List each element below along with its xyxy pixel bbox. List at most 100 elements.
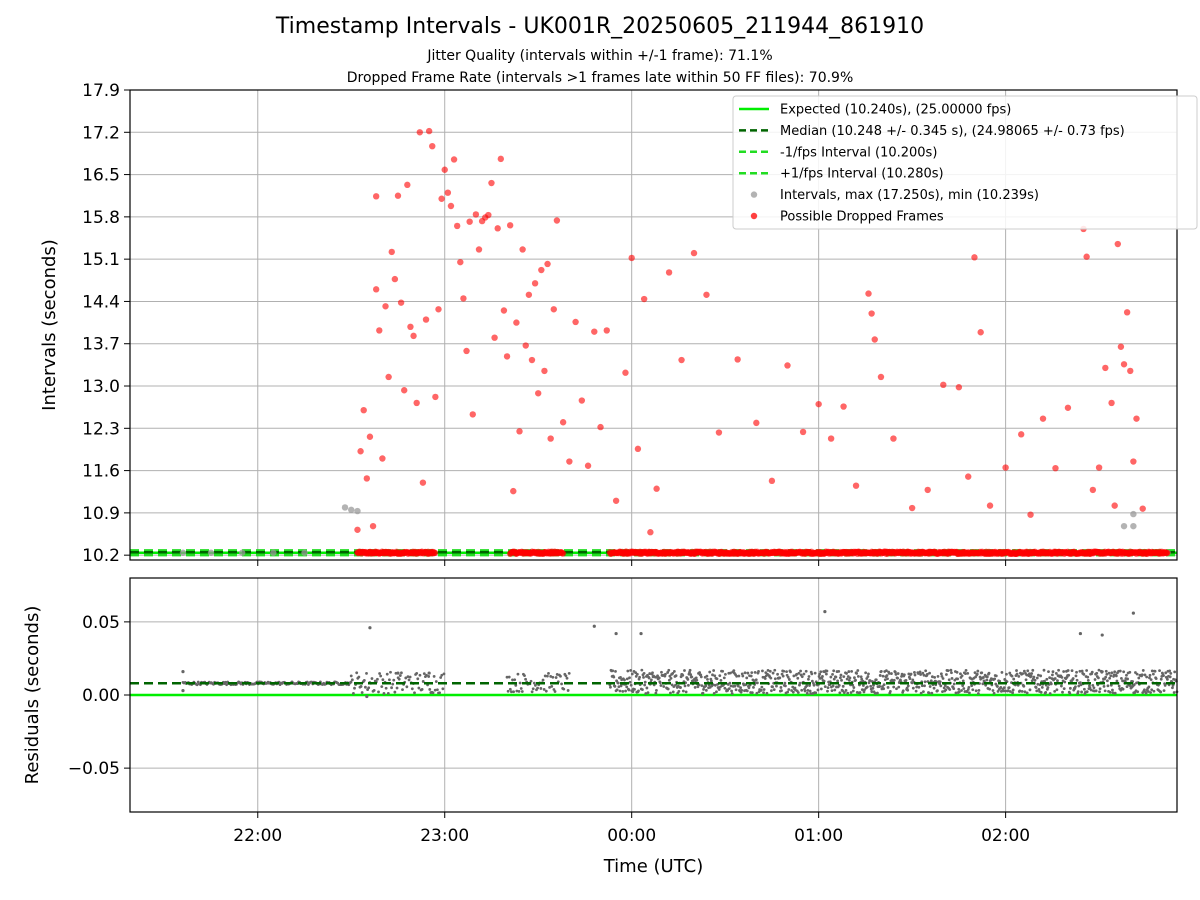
residual-point — [804, 669, 808, 673]
residual-point — [859, 675, 863, 679]
residual-point — [832, 677, 836, 681]
residual-point — [776, 672, 779, 676]
residual-point — [1006, 689, 1010, 693]
residual-point — [750, 671, 754, 675]
residual-point — [1053, 689, 1057, 693]
residual-point — [713, 674, 717, 678]
residual-point — [1152, 689, 1156, 693]
residual-point — [367, 686, 371, 690]
residual-point — [783, 681, 787, 685]
residual-point — [705, 674, 709, 678]
residual-point — [753, 671, 757, 674]
residual-point — [1076, 690, 1080, 694]
residual-point — [629, 683, 633, 687]
residual-point — [1074, 674, 1078, 678]
residual-point — [893, 670, 897, 674]
residual-point — [624, 689, 627, 693]
residual-point — [360, 691, 364, 694]
x-tick-label: 00:00 — [607, 826, 656, 846]
residual-point — [396, 671, 400, 675]
dropped-frame-point — [435, 306, 442, 313]
residual-point — [850, 669, 854, 673]
residual-point — [1149, 691, 1152, 694]
residual-point — [909, 672, 913, 676]
y-tick-label-intervals: 17.2 — [82, 123, 120, 143]
legend-label: Possible Dropped Frames — [780, 210, 944, 225]
residual-point — [848, 676, 852, 680]
residual-point — [881, 674, 885, 678]
residual-point — [840, 678, 843, 682]
residual-point — [1100, 670, 1104, 674]
dropped-frame-point — [1120, 361, 1128, 368]
dropped-frame-point — [547, 435, 554, 442]
residual-point — [715, 690, 718, 694]
residual-point — [1126, 677, 1129, 681]
residual-point — [904, 678, 908, 682]
residual-point — [779, 686, 783, 689]
residual-point — [1008, 690, 1012, 693]
dropped-frame-point — [908, 504, 916, 512]
residual-point — [932, 686, 936, 690]
dropped-frame-point — [516, 428, 523, 435]
residual-point — [999, 685, 1003, 689]
dropped-frame-point — [450, 156, 458, 163]
residual-point — [516, 672, 520, 676]
residual-point — [1046, 686, 1050, 689]
residual-point — [919, 691, 923, 695]
residual-point — [1097, 676, 1100, 680]
residual-point — [1093, 678, 1097, 681]
y-tick-label-intervals: 15.1 — [82, 250, 120, 270]
y-tick-label-intervals: 13.0 — [82, 377, 120, 397]
residual-point — [865, 685, 869, 689]
residual-point — [1044, 691, 1048, 694]
residual-point — [923, 684, 926, 688]
residual-point — [845, 672, 848, 675]
residual-point — [722, 676, 726, 680]
residual-point — [773, 677, 777, 681]
residual-point — [839, 676, 842, 680]
residual-point — [1040, 685, 1044, 689]
residual-point — [630, 672, 634, 676]
dropped-frame-point — [640, 295, 648, 303]
residual-point — [861, 679, 865, 683]
residual-point — [1098, 687, 1102, 691]
residual-point — [392, 678, 396, 682]
residual-point — [890, 672, 893, 675]
residual-point — [1031, 668, 1035, 672]
residual-point — [706, 677, 709, 681]
residual-point — [1169, 671, 1173, 675]
residual-point — [553, 690, 557, 693]
dropped-frame-point — [603, 327, 610, 334]
dropped-frame-point — [407, 323, 414, 331]
residual-point — [913, 673, 917, 677]
residual-point — [985, 678, 989, 682]
residual-point — [1032, 675, 1036, 679]
residual-point — [669, 691, 672, 695]
residual-point — [195, 683, 199, 687]
residual-point — [1164, 671, 1168, 675]
residual-point — [930, 691, 934, 695]
residual-point — [792, 674, 796, 678]
dropped-frame-point — [553, 217, 561, 224]
y-tick-label-intervals: 10.9 — [82, 504, 120, 524]
residual-point — [726, 689, 730, 692]
dropped-frame-point — [827, 435, 835, 442]
residual-point — [1109, 674, 1113, 678]
residual-point — [787, 678, 791, 681]
residual-point — [1122, 670, 1126, 674]
residual-point — [962, 687, 966, 690]
dropped-frame-point — [1039, 415, 1047, 422]
residual-point — [667, 678, 671, 682]
dropped-frame-point — [453, 222, 461, 230]
dropped-frame-point — [852, 482, 860, 489]
residual-point — [1128, 670, 1132, 674]
legend-label: +1/fps Interval (10.280s) — [780, 167, 944, 182]
residual-point — [641, 688, 644, 692]
residual-point — [902, 673, 906, 677]
residual-point — [1042, 668, 1046, 672]
residual-point — [966, 672, 970, 675]
residual-point — [1154, 677, 1158, 681]
residual-point — [1079, 683, 1083, 687]
residual-point — [791, 685, 795, 689]
residual-point — [1078, 631, 1083, 636]
